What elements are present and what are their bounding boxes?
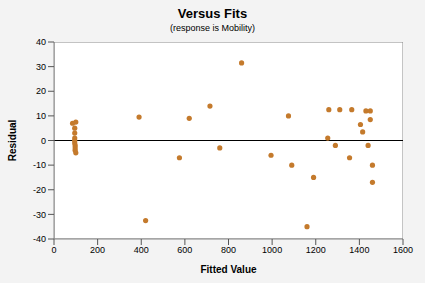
svg-text:20: 20 bbox=[36, 86, 46, 96]
svg-text:200: 200 bbox=[90, 245, 105, 255]
svg-text:-10: -10 bbox=[33, 160, 46, 170]
svg-text:600: 600 bbox=[177, 245, 192, 255]
svg-text:400: 400 bbox=[134, 245, 149, 255]
svg-text:800: 800 bbox=[221, 245, 236, 255]
svg-text:30: 30 bbox=[36, 62, 46, 72]
svg-text:-40: -40 bbox=[33, 234, 46, 244]
svg-text:Fitted Value: Fitted Value bbox=[200, 264, 257, 275]
svg-text:1600: 1600 bbox=[393, 245, 413, 255]
svg-text:0: 0 bbox=[41, 136, 46, 146]
svg-text:1400: 1400 bbox=[349, 245, 369, 255]
svg-text:Residual: Residual bbox=[8, 119, 18, 161]
svg-text:0: 0 bbox=[51, 245, 56, 255]
svg-text:1000: 1000 bbox=[262, 245, 282, 255]
svg-text:10: 10 bbox=[36, 111, 46, 121]
html-text:Versus Fits: Versus Fits bbox=[177, 6, 248, 21]
svg-text:40: 40 bbox=[36, 37, 46, 47]
svg-text:1200: 1200 bbox=[306, 245, 326, 255]
html-text:(response is Mobility): (response is Mobility) bbox=[170, 23, 255, 33]
svg-text:-30: -30 bbox=[33, 210, 46, 220]
svg-text:-20: -20 bbox=[33, 185, 46, 195]
